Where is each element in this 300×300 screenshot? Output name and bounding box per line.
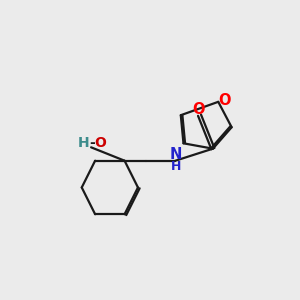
Text: O: O bbox=[94, 136, 106, 150]
Text: O: O bbox=[218, 93, 230, 108]
Text: -: - bbox=[90, 136, 95, 150]
Text: O: O bbox=[192, 102, 204, 117]
Text: H: H bbox=[78, 136, 89, 150]
Text: N: N bbox=[170, 147, 182, 162]
Text: H: H bbox=[171, 160, 181, 173]
